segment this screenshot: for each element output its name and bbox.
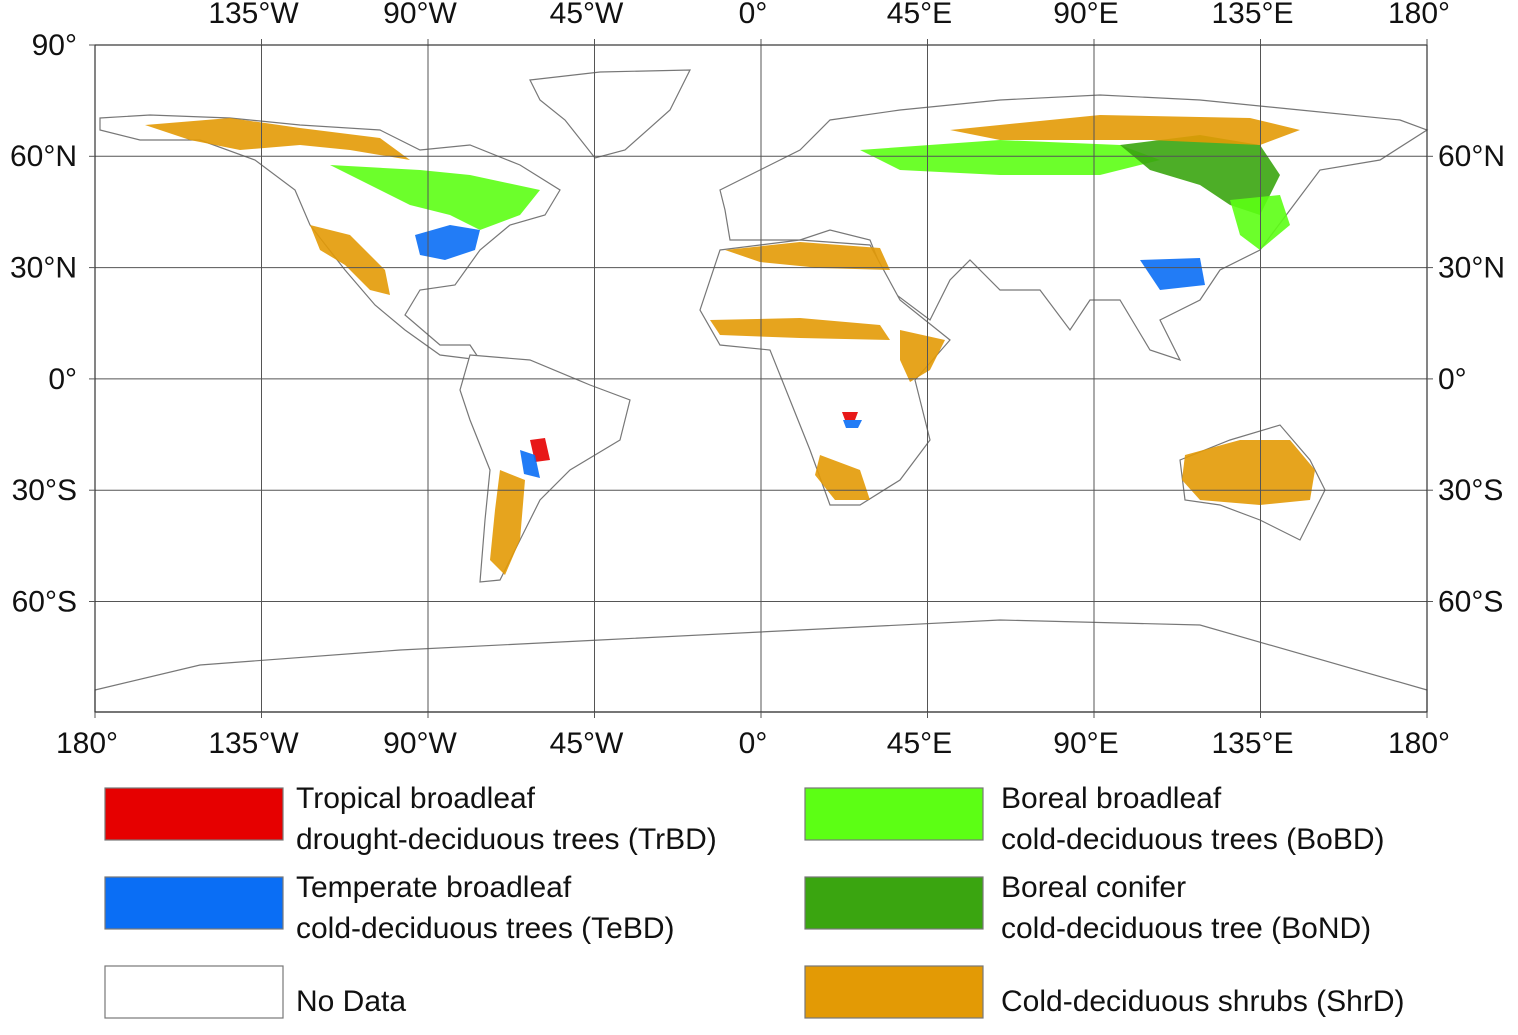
shrub-patch: [725, 242, 890, 270]
shrub-patch: [1182, 440, 1315, 505]
right-tick-label: 60°S: [1438, 585, 1503, 618]
shrub-patch: [815, 455, 870, 500]
bottom-tick-label: 45°W: [550, 727, 624, 760]
vegetation-patches: [145, 115, 1315, 575]
legend-label: drought-deciduous trees (TrBD): [296, 823, 717, 856]
legend-label: cold-deciduous tree (BoND): [1001, 912, 1371, 945]
top-tick-label: 180°: [1388, 0, 1450, 30]
bottom-tick-label: 135°E: [1211, 727, 1293, 760]
left-tick-label: 30°S: [12, 474, 77, 507]
legend-label: Cold-deciduous shrubs (ShrD): [1001, 985, 1405, 1018]
bottom-tick-label: 180°: [1388, 727, 1450, 760]
legend-swatch: [104, 787, 284, 841]
legend-swatch: [804, 965, 984, 1019]
greenland: [529, 69, 691, 159]
bottom-tick-label: 180°: [56, 727, 118, 760]
top-tick-label: 135°W: [208, 0, 299, 30]
bottom-tick-label: 45°E: [887, 727, 952, 760]
left-tick-label: 0°: [48, 363, 77, 396]
temperate-patch: [520, 450, 540, 478]
bottom-tick-label: 0°: [739, 727, 768, 760]
south-america: [459, 354, 631, 583]
legend-label: cold-deciduous trees (BoBD): [1001, 823, 1385, 856]
right-tick-label: 30°N: [1438, 252, 1505, 285]
shrub-patch: [950, 115, 1300, 145]
temperate-patch: [415, 225, 480, 260]
legend-label: cold-deciduous trees (TeBD): [296, 912, 675, 945]
temperate-patch: [1140, 258, 1205, 290]
bottom-tick-label: 90°W: [383, 727, 457, 760]
africa: [699, 239, 951, 506]
legend-label: Boreal conifer: [1001, 871, 1186, 904]
left-tick-label: 30°N: [10, 252, 77, 285]
shrub-patch: [900, 330, 945, 382]
top-tick-label: 0°: [739, 0, 768, 30]
shrub-patch: [490, 470, 525, 575]
boreal-broadleaf-patch: [860, 140, 1160, 175]
shrub-patch: [710, 318, 890, 340]
right-tick-label: 0°: [1438, 363, 1467, 396]
legend-swatch: [804, 876, 984, 930]
right-tick-label: 30°S: [1438, 474, 1503, 507]
legend-label: Boreal broadleaf: [1001, 782, 1222, 815]
bottom-tick-label: 90°E: [1053, 727, 1118, 760]
left-tick-label: 60°S: [12, 585, 77, 618]
top-tick-label: 45°E: [887, 0, 952, 30]
top-tick-label: 45°W: [550, 0, 624, 30]
legend-swatch: [104, 965, 284, 1019]
legend-label: No Data: [296, 985, 406, 1018]
legend-label: Tropical broadleaf: [296, 782, 536, 815]
bottom-tick-label: 135°W: [208, 727, 299, 760]
shrub-patch: [310, 225, 390, 295]
left-tick-label: 90°: [32, 29, 77, 62]
top-tick-label: 90°W: [383, 0, 457, 30]
legend-swatch: [804, 787, 984, 841]
legend-label: Temperate broadleaf: [296, 871, 572, 904]
top-tick-label: 135°E: [1211, 0, 1293, 30]
boreal-conifer-patch: [1120, 135, 1280, 215]
boreal-broadleaf-patch: [330, 165, 540, 230]
tropical-patch: [842, 412, 858, 420]
right-tick-label: 60°N: [1438, 140, 1505, 173]
shrub-patch: [145, 118, 410, 160]
temperate-patch: [843, 420, 862, 428]
left-tick-label: 60°N: [10, 140, 77, 173]
top-tick-label: 90°E: [1053, 0, 1118, 30]
graticule: [95, 45, 1427, 712]
legend-swatch: [104, 876, 284, 930]
